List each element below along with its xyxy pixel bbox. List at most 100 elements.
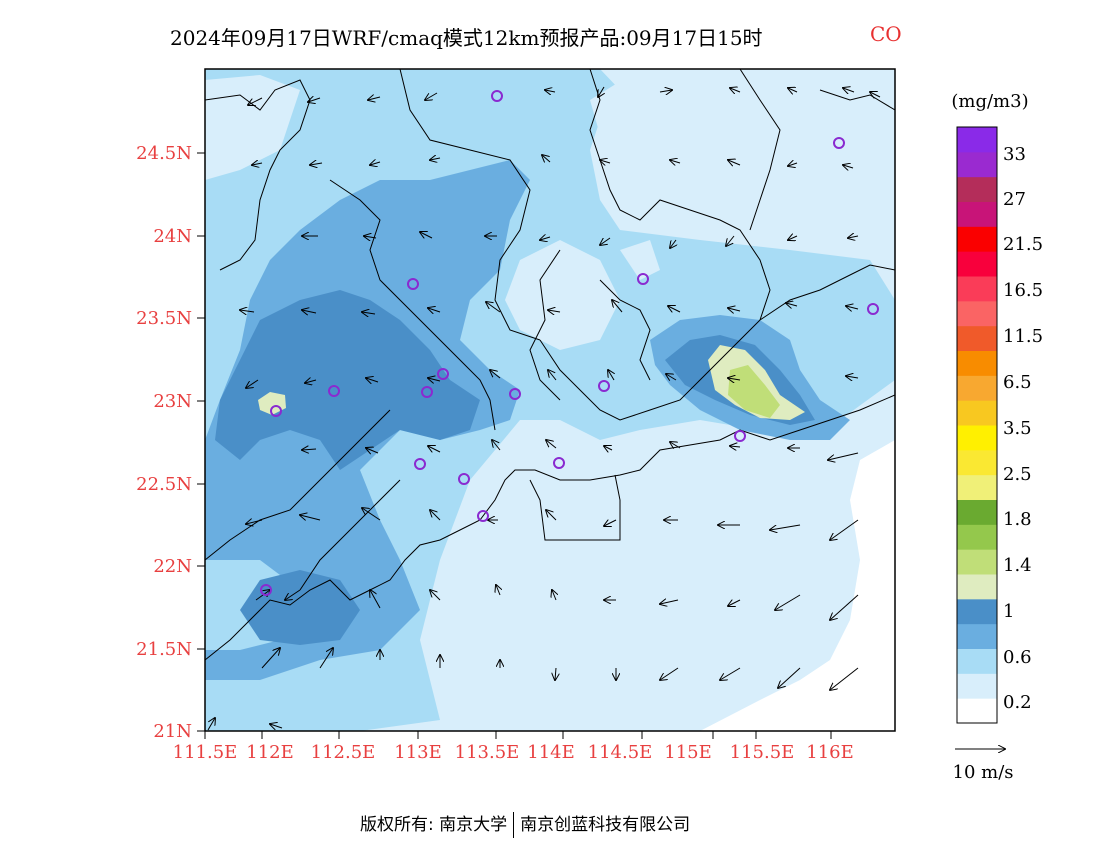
colorbar-label: 1 [1003,601,1014,622]
lon-tick-label: 113.5E [455,742,520,763]
wind-arrow [319,648,333,669]
wind-arrow [370,590,381,609]
colorbar-segment [957,325,997,351]
wind-arrow [786,303,798,306]
footer-company: 南京创蓝科技有限公司 [520,815,691,835]
colorbar-segment [957,400,997,426]
wind-arrow [366,378,379,382]
colorbar-frame [956,126,998,724]
wind-arrow [492,440,501,451]
colorbar-segment [957,698,997,724]
wind-arrow [848,236,859,238]
lat-tick-label: 22.5N [136,474,192,495]
colorbar-label: 0.6 [1003,647,1032,668]
wind-arrow [486,302,501,313]
colorbar-label: 1.8 [1003,509,1032,530]
wind-vectors [207,87,881,731]
colorbar-segment [957,474,997,500]
footer-copyright: 版权所有: 南京大学 [360,815,508,835]
colorbar-segment [957,524,997,550]
colorbar-segment [957,648,997,674]
wind-arrow [428,308,441,312]
station-markers [260,90,879,596]
wind-arrow [364,236,377,238]
wind-arrow [828,452,859,460]
wind-arrow [600,237,611,245]
wind-arrow [670,239,676,248]
title-species: CO [870,22,902,46]
colorbar-segment [957,176,997,202]
station-marker [407,278,419,290]
colorbar-segments [957,127,997,724]
lon-tick-label: 115E [664,742,712,763]
lon-tick-label: 112E [246,742,294,763]
wind-arrow [368,97,381,100]
wind-arrow [670,160,681,163]
wind-arrow [659,90,672,92]
wind-arrow [728,378,741,380]
wind-arrow [604,520,617,526]
wind-arrow [788,236,798,240]
wind-arrow [552,590,556,601]
wind-arrow [261,648,280,669]
wind-arrow [728,160,741,165]
wind-arrow [843,165,854,168]
lon-tick-label: 116E [806,742,854,763]
lon-tick-label: 114E [527,742,575,763]
station-marker [867,303,879,315]
station-marker [421,386,433,398]
station-marker [734,430,746,442]
wind-arrow [425,92,438,100]
wind-arrow [660,667,679,680]
wind-arrow [540,237,551,240]
colorbar: (mg/m3) 33 27 21.5 16.5 11.5 6.5 3.5 2.5… [951,91,1043,724]
station-marker [553,457,565,469]
wind-arrow [270,724,283,728]
wind-arrow [660,600,679,604]
wind-arrow [207,718,215,731]
lat-axis: 24.5N 24N 23.5N 23N 22.5N 22N 21.5N 21N [136,143,205,742]
wind-arrow [310,163,323,165]
lat-tick-label: 21.5N [136,639,192,660]
wind-arrow [420,232,433,238]
colorbar-segment [957,449,997,476]
wind-arrow [548,310,561,312]
wind-arrow [608,370,614,381]
wind-arrow [830,519,859,540]
colorbar-segment [957,201,997,227]
wind-arrow [870,92,881,97]
wind-arrow [720,667,741,680]
colorbar-label: 1.4 [1003,555,1032,576]
wind-arrow [555,667,556,680]
lat-tick-label: 23.5N [136,308,192,329]
wind-arrow [726,235,735,246]
wind-arrow [612,300,623,313]
wind-legend: 10 m/s [953,749,1014,783]
station-marker [509,388,521,400]
wind-arrow [308,98,321,102]
station-marker [414,458,426,470]
co-concentration-field [205,69,895,731]
wind-arrow [490,370,501,379]
colorbar-label: 16.5 [1003,280,1043,301]
colorbar-label: 27 [1003,189,1026,210]
colorbar-segment [957,375,997,401]
wind-arrow [775,594,801,610]
wind-arrow [300,515,321,520]
wind-legend-label: 10 m/s [953,762,1014,783]
colorbar-segment [957,276,997,302]
lat-tick-label: 24.5N [136,143,192,164]
colorbar-segment [957,151,997,178]
wind-arrow [830,594,859,620]
lat-tick-label: 23N [153,391,192,412]
colorbar-segment [957,574,997,600]
colorbar-unit: (mg/m3) [951,91,1028,112]
wind-arrow [604,446,613,450]
station-marker [598,380,610,392]
wind-arrow [302,310,317,313]
wind-arrow [302,449,317,450]
wind-arrow [362,312,376,314]
wind-arrow [846,306,859,309]
wind-arrow [542,155,551,162]
